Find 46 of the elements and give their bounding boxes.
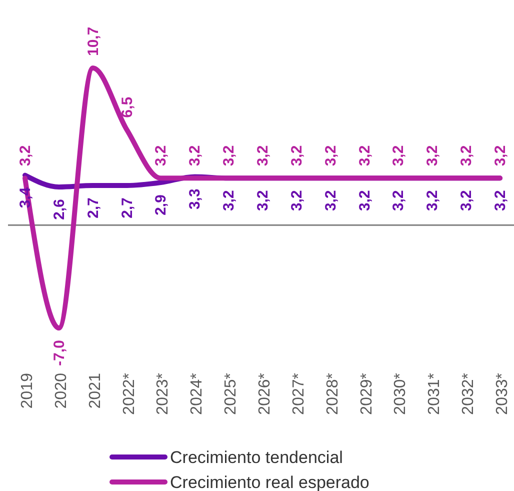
x-tick-label: 2023* — [154, 373, 172, 415]
data-label: 3,2 — [288, 145, 306, 166]
x-tick-label: 2033* — [494, 373, 511, 415]
data-label: 3,2 — [390, 190, 408, 212]
x-tick-label: 2030* — [392, 373, 410, 415]
data-label: 3,2 — [288, 190, 306, 212]
x-tick-label: 2019 — [19, 372, 36, 409]
x-tick-label: 2028* — [324, 373, 342, 415]
data-label: 3,2 — [424, 145, 442, 166]
x-tick-label: 2021 — [86, 372, 104, 409]
x-tick-label: 2027* — [290, 373, 308, 415]
data-label: -7,0 — [50, 340, 68, 366]
x-tick-label: 2032* — [460, 373, 478, 415]
data-label: 3,3 — [186, 188, 204, 210]
x-tick-label: 2026* — [256, 373, 274, 415]
data-label: 3,2 — [254, 190, 272, 212]
data-label: 3,2 — [356, 145, 374, 166]
x-tick-label: 2020 — [52, 372, 70, 409]
data-label: 3,2 — [322, 145, 340, 166]
data-label: 10,7 — [84, 26, 102, 56]
data-label: 3,2 — [390, 145, 408, 166]
x-tick-label: 2022* — [120, 373, 138, 415]
data-label: 3,2 — [322, 190, 340, 212]
data-label: 3,2 — [220, 190, 238, 212]
x-tick-label: 2031* — [426, 373, 444, 415]
data-label: 3,2 — [424, 190, 442, 212]
data-label: 3,2 — [254, 145, 272, 166]
data-label: 2,9 — [152, 194, 170, 216]
data-label: 3,4 — [17, 186, 34, 208]
data-label: 3,2 — [356, 190, 374, 212]
data-label: 6,5 — [118, 96, 136, 118]
data-label: 3,2 — [458, 145, 476, 166]
data-label: 3,2 — [220, 145, 238, 166]
data-label: 3,2 — [152, 145, 170, 166]
x-tick-label: 2024* — [188, 373, 206, 415]
data-label: 3,2 — [186, 145, 204, 166]
data-label: 3,2 — [492, 190, 509, 212]
legend-label: Crecimiento tendencial — [170, 448, 343, 467]
data-label: 2,7 — [84, 198, 102, 218]
data-label: 2,7 — [118, 198, 136, 218]
x-tick-label: 2025* — [222, 373, 240, 415]
x-tick-label: 2029* — [358, 373, 376, 415]
data-label: 3,2 — [17, 145, 34, 166]
data-label: 2,6 — [50, 198, 68, 220]
data-label: 3,2 — [492, 145, 509, 166]
data-label: 3,2 — [458, 190, 476, 212]
